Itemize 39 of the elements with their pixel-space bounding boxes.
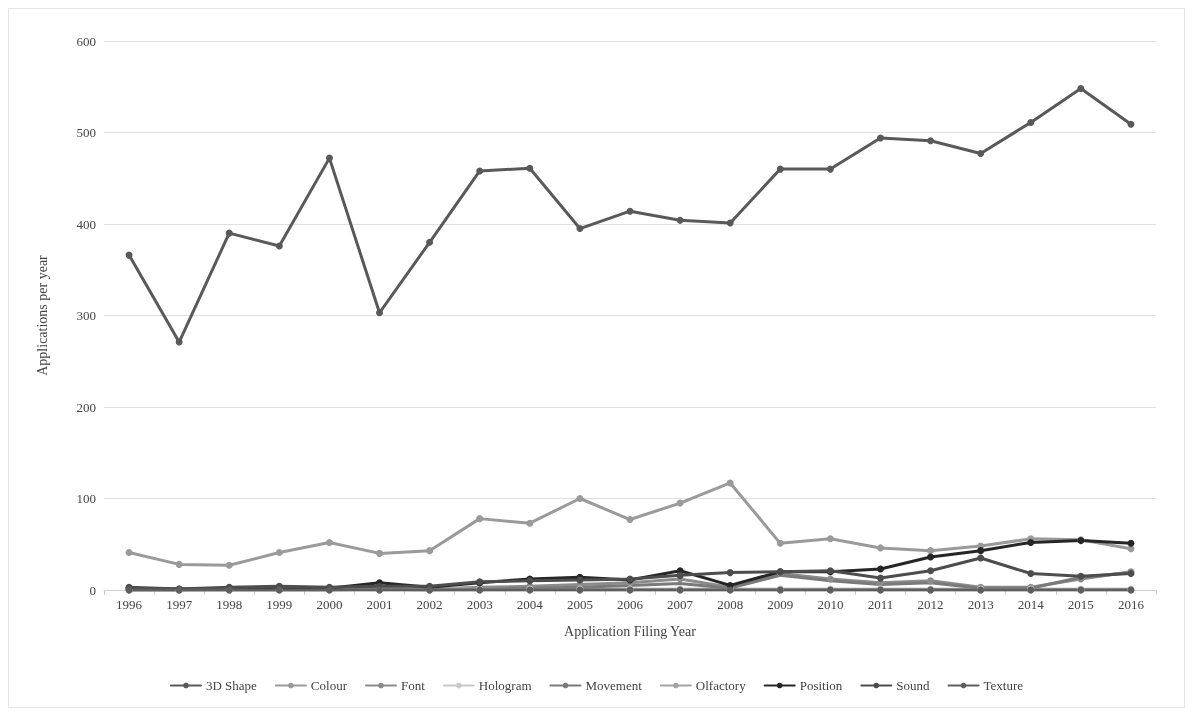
legend-label: 3D Shape	[205, 678, 258, 693]
x-tick-label: 2008	[717, 597, 744, 612]
x-tick-label: 2011	[867, 597, 894, 612]
y-tick-label: 400	[76, 216, 96, 232]
y-tick-label: 0	[89, 582, 96, 598]
x-tick-label: 2009	[767, 597, 794, 612]
y-tick-label: 200	[76, 399, 96, 415]
y-tick-label: 500	[76, 125, 96, 140]
x-tick-label: 1998	[216, 597, 243, 612]
x-tick-label: 2014	[1017, 597, 1045, 612]
x-tick-label: 2016	[1117, 597, 1145, 612]
x-tick-label: 2005	[566, 597, 593, 612]
x-axis-title: Application Filing Year	[564, 623, 697, 639]
x-tick-label: 2007	[667, 597, 694, 612]
legend-label: Olfactory	[695, 678, 747, 693]
x-tick-label: 2002	[416, 597, 443, 612]
y-axis-title: Applications per year	[34, 254, 50, 376]
legend-label: Movement	[585, 678, 643, 693]
x-tick-label: 2012	[917, 597, 944, 612]
x-tick-label: 2000	[316, 597, 343, 612]
x-tick-label: 2003	[466, 597, 493, 612]
x-tick-label: 2006	[617, 597, 644, 612]
x-tick-label: 2015	[1067, 597, 1094, 612]
legend-label: Colour	[310, 678, 348, 693]
y-tick-label: 100	[76, 491, 96, 506]
x-tick-label: 2010	[817, 597, 844, 612]
y-tick-label: 600	[76, 33, 96, 49]
x-tick-label: 2013	[967, 597, 994, 612]
legend-label: Hologram	[478, 678, 532, 693]
x-tick-label: 2001	[366, 597, 393, 612]
legend-label: Position	[799, 678, 843, 693]
x-tick-label: 1997	[166, 597, 193, 612]
legend-label: Font	[400, 678, 426, 693]
legend-label: Texture	[983, 678, 1024, 693]
x-tick-label: 1999	[266, 597, 293, 612]
legend-label: Sound	[896, 678, 931, 693]
x-tick-label: 1996	[116, 597, 143, 612]
x-tick-label: 2004	[516, 597, 544, 612]
y-tick-label: 300	[76, 308, 96, 323]
